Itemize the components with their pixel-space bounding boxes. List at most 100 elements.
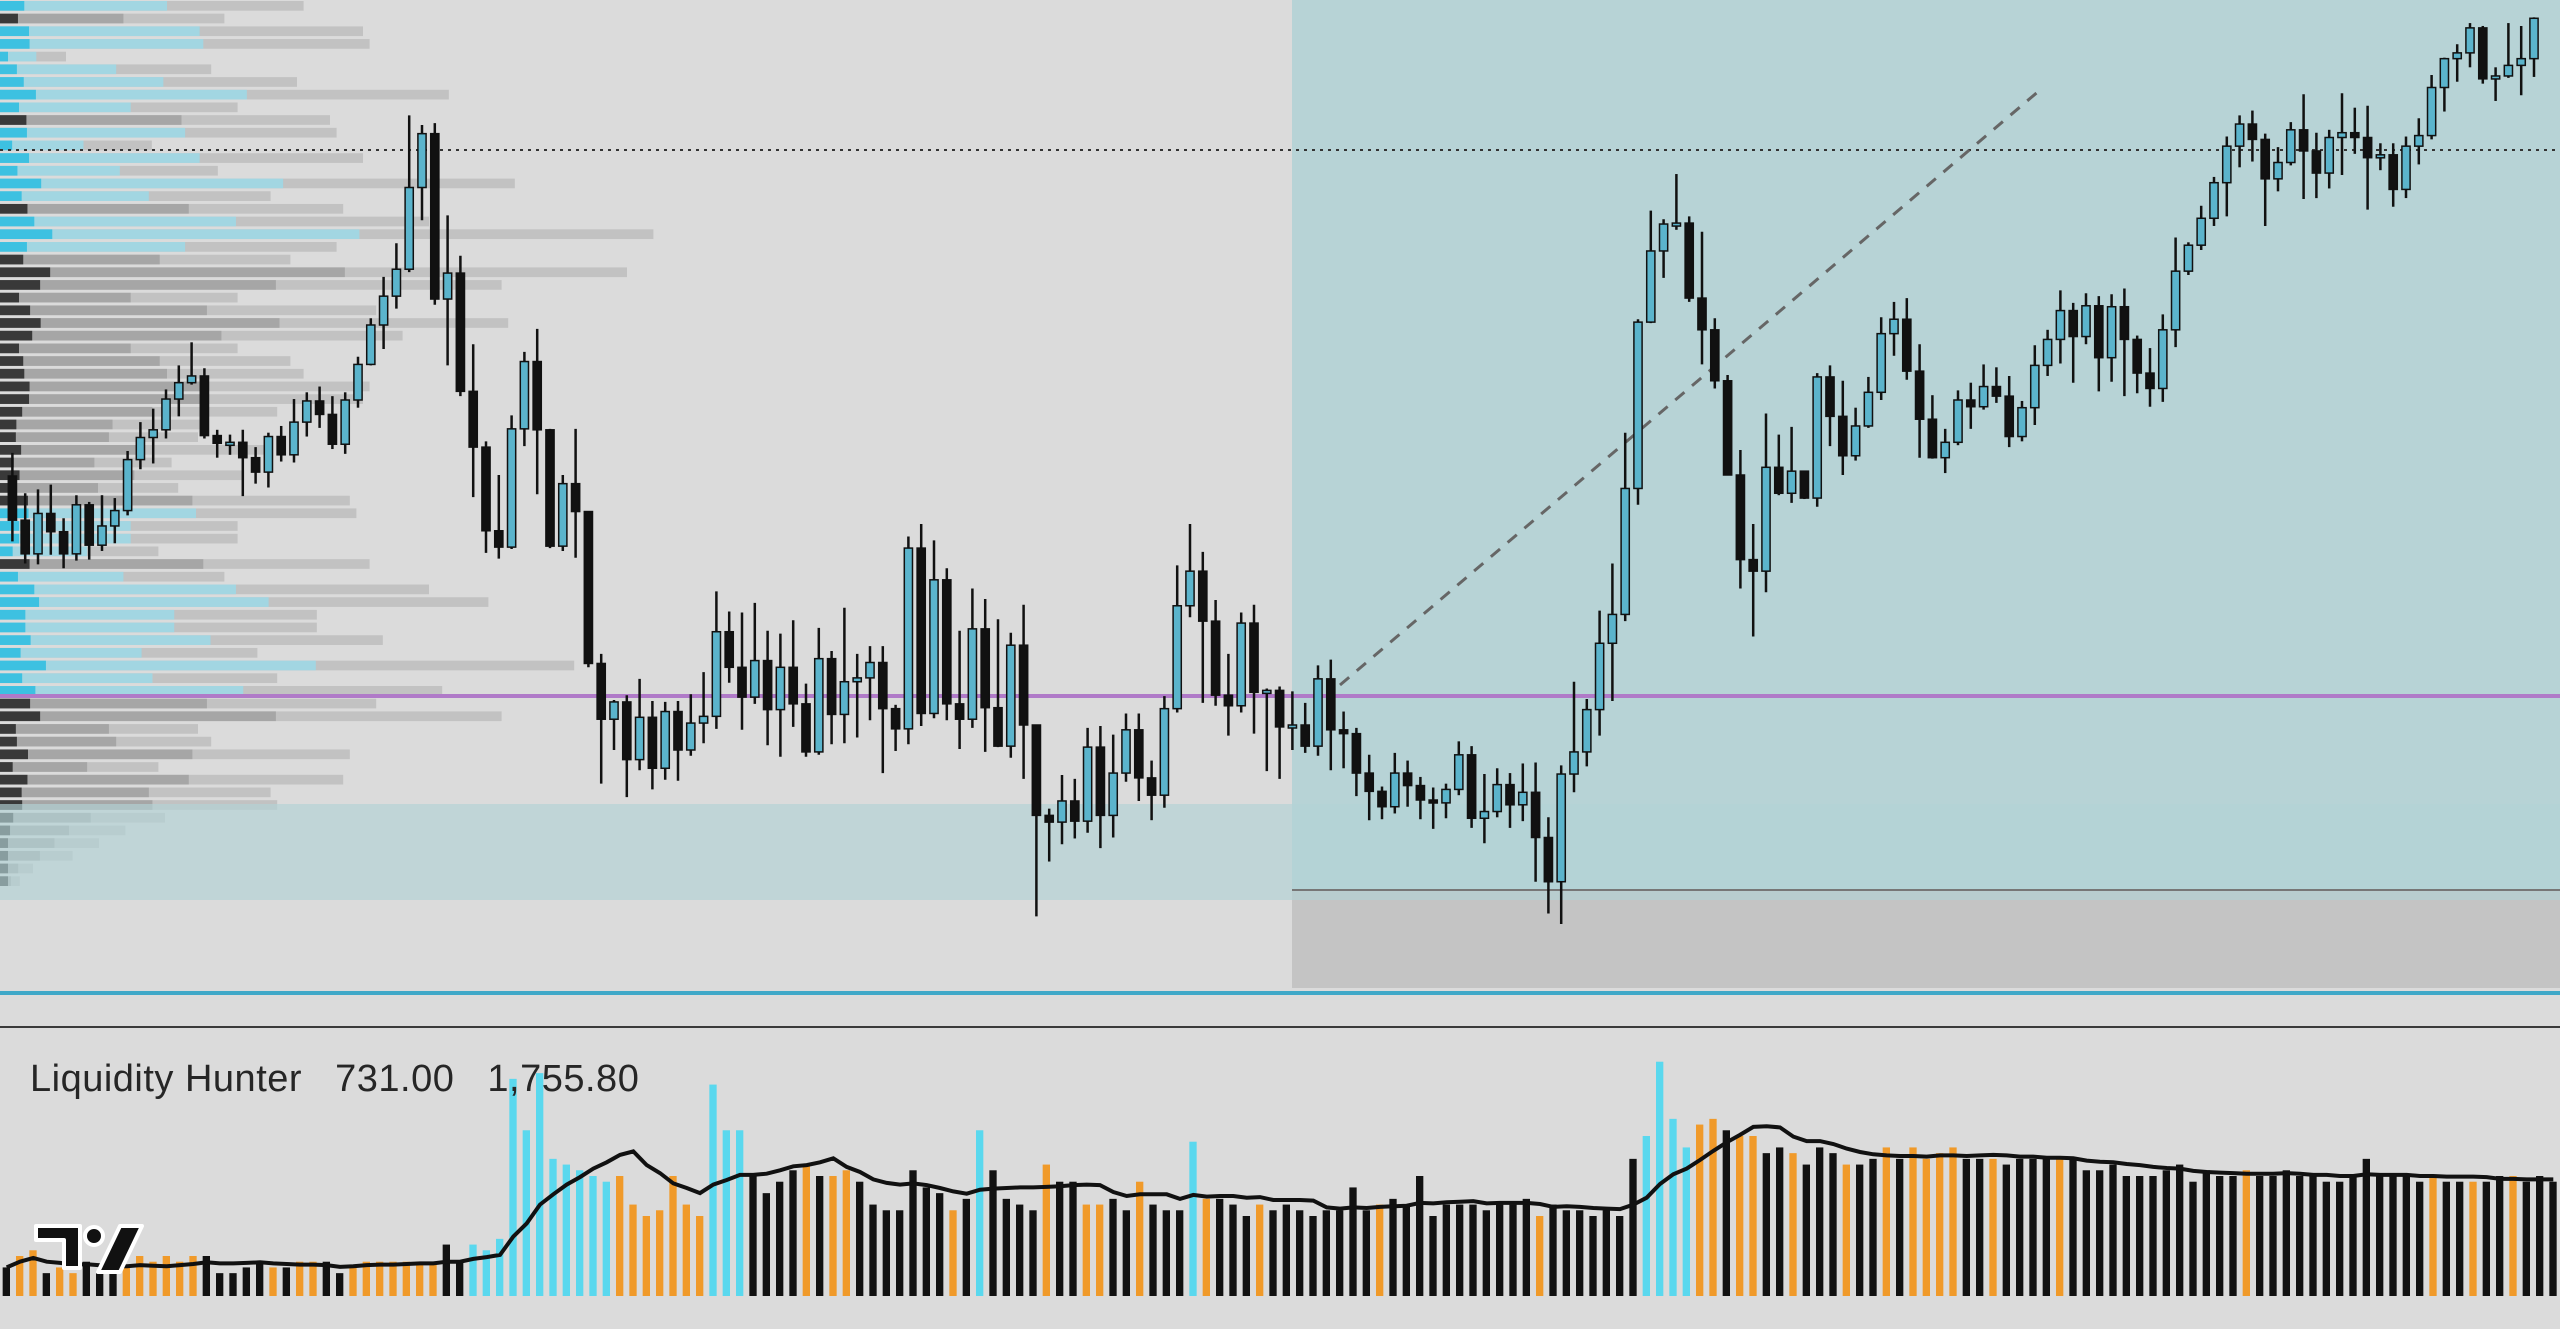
candle-body <box>1543 836 1554 883</box>
volume-profile-row-inner <box>0 64 117 75</box>
candle-body <box>2401 145 2411 191</box>
candle-body <box>1709 329 1720 382</box>
volume-bar <box>549 1158 557 1296</box>
volume-profile-row-inner <box>0 724 109 734</box>
volume-profile-row-core <box>0 242 27 252</box>
volume-profile-row-inner <box>0 203 189 214</box>
volume-bar <box>1976 1158 1984 1296</box>
candle-body <box>378 295 389 326</box>
volume-bar <box>242 1267 250 1296</box>
candle-body <box>1940 441 1951 459</box>
candle-body <box>2452 52 2463 60</box>
candle-body <box>557 482 568 547</box>
candle-body <box>826 657 837 716</box>
candle-body <box>954 703 965 720</box>
candle-body <box>84 504 95 546</box>
candle-body <box>237 441 248 459</box>
candle-body <box>1261 689 1272 695</box>
volume-profile-row-inner <box>0 394 200 404</box>
volume-bar <box>562 1164 570 1296</box>
volume-profile-row-core <box>0 267 51 278</box>
volume-bar <box>1816 1147 1824 1296</box>
candle-body <box>58 530 69 555</box>
candle-body <box>2017 406 2027 438</box>
volume-profile-row-inner <box>0 115 182 125</box>
volume-profile-row-core <box>0 584 35 595</box>
volume-bar <box>2296 1176 2304 1296</box>
volume-bar <box>1269 1210 1277 1296</box>
volume-profile-row-inner <box>0 457 95 468</box>
candle-body <box>609 701 619 720</box>
volume-bar <box>669 1176 677 1296</box>
candle-body <box>1313 678 1323 747</box>
volume-bar <box>1642 1136 1650 1296</box>
volume-bar <box>709 1084 717 1296</box>
volume-bar <box>16 1256 24 1296</box>
candle-body <box>775 666 786 711</box>
volume-bar <box>96 1273 104 1296</box>
candle-body <box>2106 305 2117 359</box>
volume-profile-row-inner <box>0 330 222 341</box>
candle-body <box>1812 376 1823 499</box>
volume-profile-row-core <box>0 622 26 633</box>
candle-body <box>660 710 671 770</box>
volume-profile-row-inner <box>0 660 316 671</box>
volume-bar <box>2109 1164 2117 1296</box>
candle-body <box>109 509 120 527</box>
volume-bar <box>2096 1170 2104 1296</box>
volume-bar <box>149 1261 157 1296</box>
candle-body <box>1722 380 1733 476</box>
volume-bar <box>1429 1216 1437 1296</box>
volume-bar <box>682 1204 690 1296</box>
candle-body <box>2349 131 2360 139</box>
volume-bar <box>2082 1170 2090 1296</box>
volume-bar <box>2389 1176 2397 1296</box>
indicator-legend[interactable]: Liquidity Hunter 731.00 1,755.80 <box>30 1058 661 1101</box>
candle-body <box>455 272 466 393</box>
volume-profile-row-core <box>0 330 33 341</box>
volume-profile-row-core <box>0 356 24 366</box>
volume-bar <box>496 1238 504 1296</box>
volume-bar <box>1549 1204 1557 1296</box>
volume-profile-row-core <box>0 762 13 772</box>
candle-body <box>890 707 901 730</box>
candle-body <box>1095 746 1106 817</box>
tradingview-logo-icon[interactable] <box>34 1218 144 1282</box>
volume-bar <box>1856 1164 1864 1296</box>
volume-bar <box>1109 1198 1117 1296</box>
volume-bar <box>1282 1204 1290 1296</box>
volume-bar <box>2149 1176 2157 1296</box>
candle-body <box>314 400 325 416</box>
volume-bar <box>2522 1181 2530 1296</box>
volume-bar <box>1002 1198 1010 1296</box>
candle-body <box>365 324 376 366</box>
candle-body <box>2029 364 2040 409</box>
candle-body <box>929 579 939 715</box>
volume-profile-row-core <box>0 229 53 240</box>
volume-bar <box>1629 1158 1637 1296</box>
volume-profile-row-core <box>0 51 8 62</box>
volume-profile-row-core <box>0 178 42 189</box>
volume-profile-row-core <box>0 1 25 11</box>
volume-profile-row-inner <box>0 77 164 87</box>
candle-body <box>1556 773 1567 883</box>
volume-bar <box>2536 1176 2544 1296</box>
candle-body <box>429 132 440 300</box>
volume-profile-row-inner <box>0 673 153 684</box>
volume-profile-row-inner <box>0 343 131 354</box>
volume-bar <box>1176 1210 1184 1296</box>
volume-profile-row-inner <box>0 178 284 189</box>
volume-bar <box>1776 1147 1784 1296</box>
candle-body <box>1517 791 1528 806</box>
volume-bar <box>536 1073 544 1296</box>
volume-bar <box>2376 1176 2384 1296</box>
volume-bar <box>2176 1164 2184 1296</box>
candle-body <box>2132 338 2143 374</box>
candle-body <box>801 703 811 753</box>
candle-body <box>2247 123 2258 141</box>
candle-body <box>122 458 133 512</box>
candle-body <box>1658 223 1669 252</box>
volume-bar <box>29 1250 37 1296</box>
